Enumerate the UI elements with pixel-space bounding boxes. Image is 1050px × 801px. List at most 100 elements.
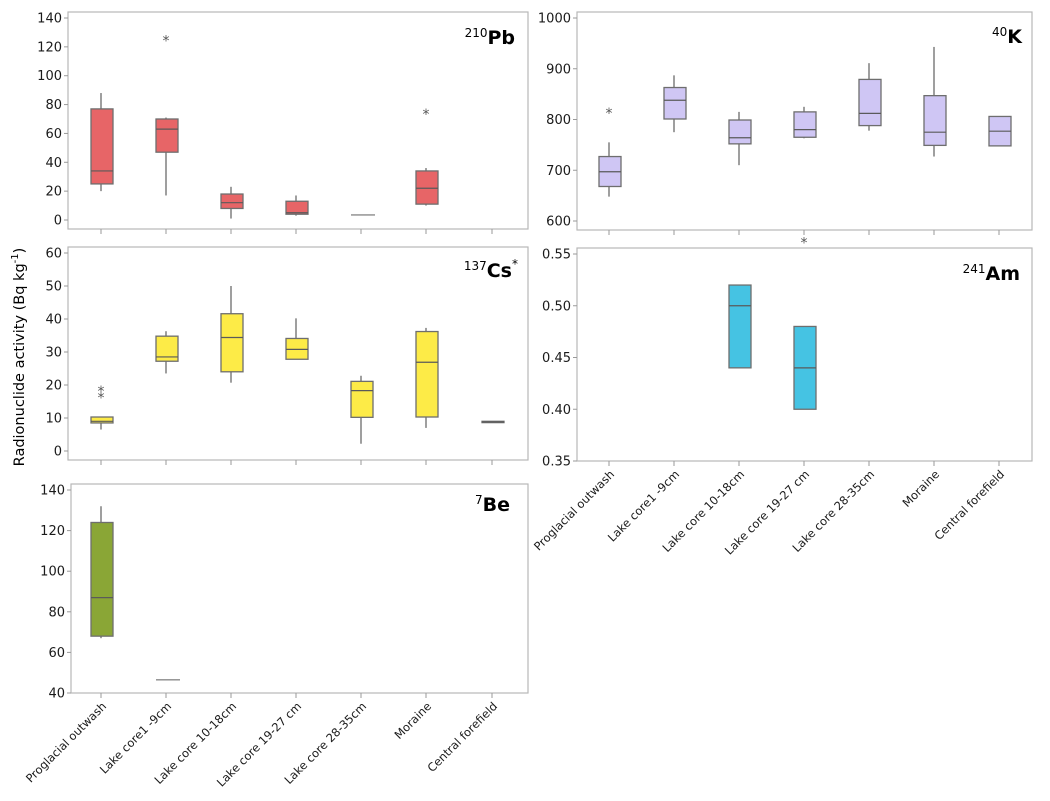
panel-k: 600 700 800 900 1000 40K * *	[538, 11, 1033, 251]
iqr-box	[415, 170, 439, 205]
y-tick-label: 30	[45, 346, 62, 361]
y-axis-label-text: Radionuclide activity (Bq kg	[12, 263, 28, 466]
iqr-box	[220, 193, 244, 210]
iqr-box	[793, 111, 817, 138]
y-tick-label: 0.55	[542, 248, 571, 263]
y-tick-label: 60	[45, 247, 62, 262]
panel-title-superscript: 241	[963, 262, 986, 276]
x-category-label: Central forefield	[424, 699, 500, 775]
panel-title: 40K	[992, 25, 1023, 48]
box-am-2	[728, 284, 752, 369]
x-category-label: Proglacial outwash	[23, 699, 109, 785]
y-tick-label: 120	[37, 40, 62, 55]
box-am-3	[793, 325, 817, 410]
box-k-4	[858, 63, 882, 131]
x-category-label: Proglacial outwash	[531, 467, 617, 553]
box-be-0	[90, 506, 114, 639]
y-tick-label: 100	[37, 69, 62, 84]
y-tick-label: 0	[54, 445, 62, 460]
panel-title-symbol: Be	[483, 494, 510, 516]
plot-frame	[67, 11, 529, 230]
panel-title-superscript: 137	[464, 259, 487, 273]
box-cs-0: **	[90, 384, 114, 430]
y-tick-label: 700	[546, 164, 571, 179]
box-pb-5: *	[415, 107, 439, 206]
y-tick-label: 40	[45, 313, 62, 328]
outlier-marker: *	[98, 384, 105, 400]
panel-title-symbol: Cs	[487, 260, 512, 282]
box-cs-2	[220, 286, 244, 383]
outlier-marker: *	[606, 106, 613, 122]
y-tick-label: 80	[45, 98, 62, 113]
box-k-3: *	[793, 106, 817, 251]
iqr-box	[728, 284, 752, 369]
y-tick-label: 0	[54, 214, 62, 229]
box-k-5	[923, 46, 947, 157]
y-tick-label: 80	[48, 605, 65, 620]
y-tick-label: 600	[546, 215, 571, 230]
y-tick-label: 140	[37, 12, 62, 27]
y-tick-label: 60	[45, 127, 62, 142]
panel-title-superscript: 40	[992, 25, 1007, 39]
y-tick-label: 1000	[538, 12, 571, 27]
panel-title-superscript: 7	[475, 493, 483, 507]
box-pb-3	[285, 195, 309, 216]
y-axis-label-superscript: -1	[10, 253, 21, 263]
y-tick-label: 800	[546, 113, 571, 128]
y-tick-label: 60	[48, 646, 65, 661]
y-tick-label: 0.45	[542, 351, 571, 366]
y-tick-label: 0.50	[542, 299, 571, 314]
outlier-marker: *	[423, 107, 430, 123]
panel-title: 137Cs*	[464, 257, 518, 282]
iqr-box	[90, 521, 114, 637]
outlier-marker: *	[163, 34, 170, 50]
panel-title: 210Pb	[465, 26, 515, 49]
panel-title: 7Be	[475, 493, 510, 516]
box-pb-2	[220, 186, 244, 219]
box-k-6	[988, 115, 1012, 147]
iqr-box	[90, 416, 114, 424]
shared-y-axis-label: Radionuclide activity (Bq kg-1)	[10, 248, 28, 467]
iqr-box	[90, 108, 114, 185]
iqr-box	[728, 119, 752, 145]
y-tick-label: 40	[45, 156, 62, 171]
panel-pb: 0 20 40 60 80 100 120 140 210Pb * *	[37, 11, 529, 234]
panel-title-symbol: K	[1007, 26, 1023, 48]
outlier-marker: *	[801, 235, 808, 251]
y-axis-label-close: )	[12, 248, 28, 254]
box-k-2	[728, 111, 752, 166]
y-tick-label: 0.35	[542, 455, 571, 470]
box-cs-1	[155, 331, 179, 374]
box-cs-5	[415, 327, 439, 428]
x-category-label: Moraine	[899, 467, 942, 510]
box-cs-3	[285, 318, 309, 360]
x-category-label: Moraine	[391, 699, 434, 742]
x-category-label: Central forefield	[931, 467, 1007, 543]
y-tick-label: 10	[45, 412, 62, 427]
iqr-box	[285, 200, 309, 215]
box-k-1	[663, 75, 687, 133]
y-tick-label: 40	[48, 687, 65, 702]
box-pb-0	[90, 93, 114, 192]
iqr-box	[155, 335, 179, 362]
y-tick-label: 900	[546, 62, 571, 77]
box-cs-4	[350, 375, 374, 444]
panel-title-symbol: Pb	[487, 27, 515, 49]
y-tick-label: 20	[45, 379, 62, 394]
y-tick-label: 20	[45, 185, 62, 200]
iqr-box	[415, 330, 439, 418]
y-tick-label: 0.40	[542, 403, 571, 418]
outlier-marker: *	[98, 391, 105, 407]
iqr-box	[155, 118, 179, 153]
iqr-box	[923, 94, 947, 147]
panel-title: 241Am	[963, 262, 1020, 285]
plot-frame	[70, 483, 529, 694]
iqr-box	[220, 313, 244, 373]
box-k-0: *	[598, 106, 622, 197]
iqr-box	[350, 380, 374, 418]
box-cs-6	[481, 420, 505, 424]
